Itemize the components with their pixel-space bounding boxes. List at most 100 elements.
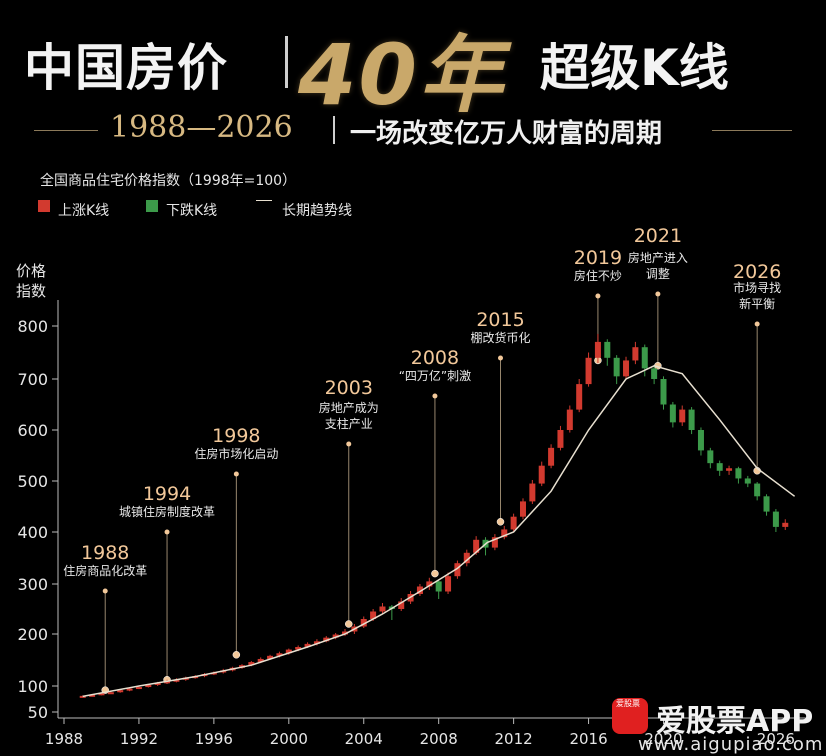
x-tick-label: 2020 (644, 730, 682, 748)
annotation-text: 城镇住房制度改革 (119, 504, 215, 519)
candle-up (576, 384, 583, 410)
title-left: 中国房价 (24, 39, 228, 97)
candle-up (538, 465, 545, 484)
annotation-dot-top (754, 321, 760, 327)
candle-up (501, 529, 508, 538)
x-tick-label: 2004 (345, 730, 383, 748)
annotation-year: 2008 (411, 347, 459, 369)
candle-up (398, 601, 405, 609)
x-tick-label: 2000 (270, 730, 308, 748)
candle-up (679, 409, 686, 423)
annotation-text: 支柱产业 (325, 416, 373, 431)
candle-up (519, 501, 526, 517)
candle-up (454, 563, 461, 577)
candle-up (463, 552, 470, 564)
title-block: 中国房价 40年 超级K线 (0, 14, 826, 124)
index-label: 全国商品住宅价格指数（1998年=100） (40, 173, 297, 189)
candle-down (435, 581, 442, 592)
candle-up (98, 693, 105, 696)
legend-up-label: 上涨K线 (58, 203, 110, 219)
annotation-year: 1994 (143, 483, 191, 505)
candle-up (313, 641, 320, 644)
annotation-year: 2019 (574, 247, 622, 269)
candle-down (754, 483, 761, 497)
annotation-dot-top (346, 441, 352, 447)
title-separator (285, 36, 288, 88)
legend-trend-swatch (256, 200, 272, 201)
x-tick-label: 2008 (420, 730, 458, 748)
candle-up (623, 360, 630, 377)
candle-down (772, 511, 779, 527)
candle-up (257, 658, 264, 663)
candle-down (651, 368, 658, 379)
annotation-text: 房地产成为 (319, 400, 379, 415)
x-tick-label: 1988 (45, 730, 83, 748)
y-tick-label: 700 (17, 370, 48, 389)
annotation-dot-top (164, 529, 170, 535)
candle-down (716, 463, 723, 471)
annotation-point (232, 651, 241, 659)
candle-down (641, 347, 648, 369)
candle-up (782, 522, 789, 527)
candle-up (285, 649, 292, 654)
candle-up (154, 682, 161, 685)
candle-up (510, 516, 517, 530)
annotation-point (345, 620, 353, 628)
candle-up (304, 643, 311, 647)
candle-up (594, 341, 601, 358)
legend-down-swatch (146, 200, 158, 212)
candle-up (529, 483, 536, 502)
subtitle-separator (333, 116, 335, 144)
annotation-year: 1998 (212, 425, 260, 447)
candle-up (79, 695, 86, 698)
y-tick-label: 800 (17, 317, 48, 336)
y-tick-label: 300 (17, 575, 48, 594)
candle-up (135, 687, 142, 690)
x-tick-label: 2016 (569, 730, 607, 748)
annotation-point (496, 518, 505, 526)
annotation-year: 2003 (325, 377, 373, 399)
y-axis-label: 价格 (16, 262, 46, 280)
y-tick-label: 200 (17, 625, 48, 644)
annotation-year: 2021 (634, 225, 682, 247)
annotation-point (431, 569, 439, 578)
candle-down (735, 468, 742, 479)
candle-up (491, 537, 498, 548)
candle-up (566, 409, 573, 430)
legend-up-swatch (38, 200, 50, 212)
candle-up (107, 692, 114, 695)
candle-down (763, 496, 770, 512)
annotation-year: 1988 (81, 542, 129, 564)
candle-up (342, 631, 349, 635)
candle-up (548, 447, 555, 466)
candle-up (295, 647, 302, 650)
x-tick-label: 2026 (757, 730, 795, 748)
y-axis-label: 指数 (16, 282, 46, 300)
x-tick-label: 2012 (495, 730, 533, 748)
trend-line (82, 365, 796, 698)
annotation-text: 房地产进入 (628, 250, 688, 265)
title-big: 40年 (298, 26, 505, 124)
candle-up (332, 634, 339, 638)
x-tick-label: 1996 (195, 730, 233, 748)
annotation-dot-top (233, 471, 239, 477)
annotation-text: 新平衡 (739, 296, 775, 311)
annotation-dot-top (432, 393, 438, 399)
candle-up (370, 611, 377, 619)
annotation-text: “四万亿”刺激 (399, 368, 471, 383)
candle-up (445, 576, 452, 592)
app-url: www.aigupiao.com (638, 734, 824, 755)
candle-up (557, 430, 564, 448)
candle-down (660, 379, 667, 405)
candle-up (323, 637, 330, 642)
candle-down (613, 357, 620, 377)
y-tick-label: 400 (17, 523, 48, 542)
candle-up (379, 606, 386, 612)
annotation-text: 住房商品化改革 (63, 563, 147, 578)
candle-up (276, 653, 283, 656)
y-tick-label: 500 (17, 472, 48, 491)
candle-up (89, 694, 96, 697)
legend-trend-label: 长期趋势线 (282, 203, 352, 219)
annotation-text: 调整 (646, 266, 670, 281)
